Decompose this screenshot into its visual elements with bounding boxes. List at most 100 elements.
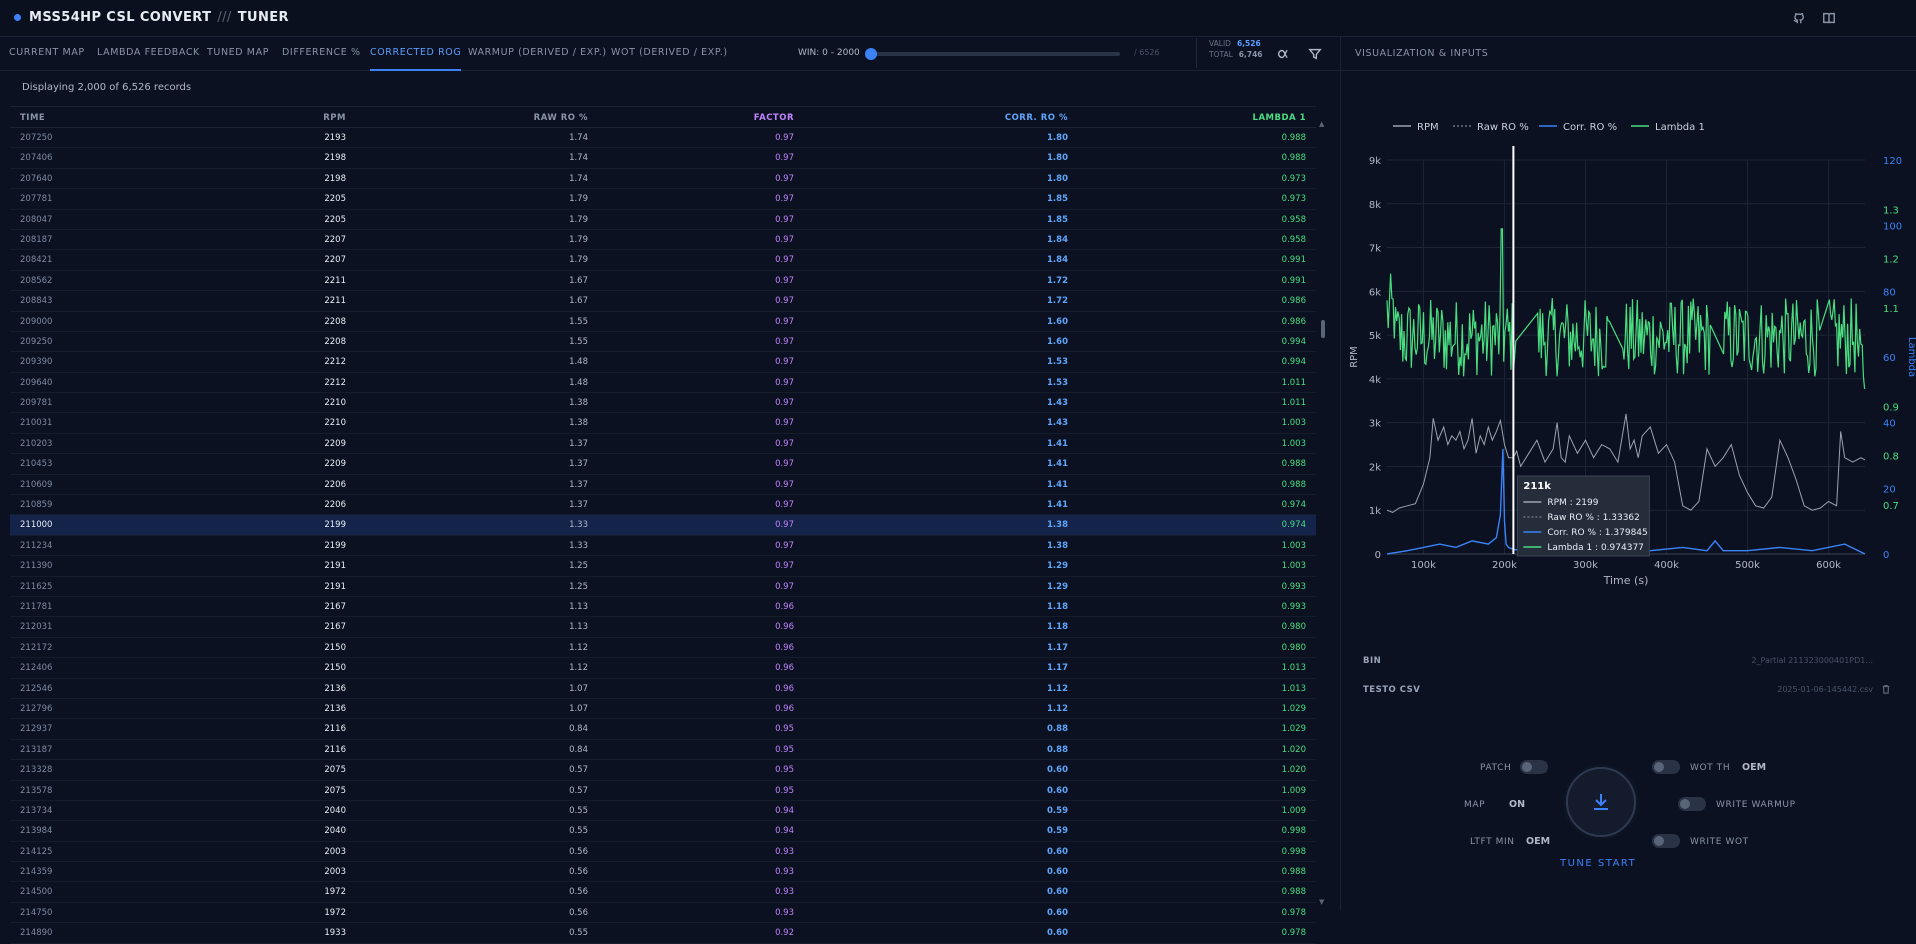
alpha-filter-icon[interactable] <box>1276 46 1290 60</box>
table-row[interactable]: 210453 2209 1.37 0.97 1.41 0.988 <box>10 454 1316 475</box>
table-row[interactable]: 207250 2193 1.74 0.97 1.80 0.988 <box>10 128 1316 149</box>
table-row[interactable]: 208421 2207 1.79 0.97 1.84 0.991 <box>10 250 1316 271</box>
cell-factor: 0.96 <box>775 642 794 653</box>
cell-factor: 0.94 <box>775 805 794 816</box>
table-row[interactable]: 212172 2150 1.12 0.96 1.17 0.980 <box>10 638 1316 659</box>
cell-raw-ro: 1.79 <box>569 194 588 205</box>
ltft-min-value[interactable]: OEM <box>1526 836 1551 847</box>
patch-toggle[interactable] <box>1520 760 1548 774</box>
table-row[interactable]: 214500 1972 0.56 0.93 0.60 0.988 <box>10 882 1316 903</box>
table-row[interactable]: 212546 2136 1.07 0.96 1.12 1.013 <box>10 679 1316 699</box>
table-row[interactable]: 209250 2208 1.55 0.97 1.60 0.994 <box>10 332 1316 353</box>
tune-start-label[interactable]: TUNE START <box>1560 858 1637 869</box>
series-rpm-line <box>1386 413 1866 513</box>
cell-rpm: 2040 <box>324 805 346 816</box>
table-row[interactable]: 209000 2208 1.55 0.97 1.60 0.986 <box>10 312 1316 332</box>
y-right-axis-label: Lambda <box>1906 337 1916 377</box>
scroll-down-icon[interactable]: ▼ <box>1319 898 1325 906</box>
scrollbar[interactable] <box>1320 128 1326 898</box>
tab-current-map[interactable]: CURRENT MAP <box>9 47 85 58</box>
table-row[interactable]: 208843 2211 1.67 0.97 1.72 0.986 <box>10 291 1316 312</box>
table-row[interactable]: 207640 2198 1.74 0.97 1.80 0.973 <box>10 169 1316 190</box>
header-corr-ro[interactable]: CORR. RO % <box>1004 113 1068 123</box>
wot-th-toggle[interactable] <box>1652 760 1680 774</box>
table-row[interactable]: 211625 2191 1.25 0.97 1.29 0.993 <box>10 577 1316 597</box>
scroll-up-icon[interactable]: ▲ <box>1319 120 1325 128</box>
github-icon[interactable] <box>1792 10 1806 29</box>
cell-time: 212796 <box>20 703 53 714</box>
table-row[interactable]: 207406 2198 1.74 0.97 1.80 0.988 <box>10 148 1316 169</box>
scrollbar-thumb[interactable] <box>1321 320 1325 338</box>
table-row[interactable]: 212406 2150 1.12 0.96 1.17 1.013 <box>10 658 1316 679</box>
visualization-panel: VISUALIZATION & INPUTS RPM Raw RO % Corr… <box>1340 36 1916 910</box>
write-wot-toggle[interactable] <box>1652 834 1680 848</box>
header-factor[interactable]: FACTOR <box>753 113 794 123</box>
table-row[interactable]: 213187 2116 0.84 0.95 0.88 1.020 <box>10 740 1316 761</box>
slider-thumb[interactable] <box>865 48 877 60</box>
table-row[interactable]: 213734 2040 0.55 0.94 0.59 1.009 <box>10 801 1316 822</box>
table-row[interactable]: 214125 2003 0.56 0.93 0.60 0.998 <box>10 842 1316 863</box>
cell-lambda: 1.013 <box>1281 683 1306 694</box>
cell-raw-ro: 1.74 <box>569 153 588 164</box>
y-left-tick-label: 2k <box>1369 462 1381 473</box>
table-row[interactable]: 211781 2167 1.13 0.96 1.18 0.993 <box>10 597 1316 618</box>
book-icon[interactable] <box>1822 10 1836 29</box>
table-row[interactable]: 214359 2003 0.56 0.93 0.60 0.988 <box>10 862 1316 883</box>
table-row[interactable]: 209640 2212 1.48 0.97 1.53 1.011 <box>10 373 1316 394</box>
tab-warmup[interactable]: WARMUP (DERIVED / EXP.) <box>468 47 607 58</box>
window-max: / 6526 <box>1134 48 1160 57</box>
table-row[interactable]: 210031 2210 1.38 0.97 1.43 1.003 <box>10 413 1316 434</box>
window-slider[interactable] <box>865 48 1120 60</box>
table-row[interactable]: 210859 2206 1.37 0.97 1.41 0.974 <box>10 495 1316 516</box>
tab-corrected-rog[interactable]: CORRECTED ROG <box>370 47 462 71</box>
map-value[interactable]: ON <box>1509 799 1526 810</box>
table-row[interactable]: 211390 2191 1.25 0.97 1.29 1.003 <box>10 556 1316 577</box>
table-row[interactable]: 213328 2075 0.57 0.95 0.60 1.020 <box>10 760 1316 781</box>
top-icons <box>1792 10 1836 29</box>
tab-wot[interactable]: WOT (DERIVED / EXP.) <box>611 47 728 58</box>
tab-lambda-feedback[interactable]: LAMBDA FEEDBACK <box>97 47 200 58</box>
table-row[interactable]: 212031 2167 1.13 0.96 1.18 0.980 <box>10 617 1316 638</box>
table-row[interactable]: 213578 2075 0.57 0.95 0.60 1.009 <box>10 781 1316 801</box>
table-row[interactable]: 212937 2116 0.84 0.95 0.88 1.029 <box>10 719 1316 740</box>
ltft-min-label: LTFT MIN <box>1470 837 1515 847</box>
line-chart[interactable]: RPM Raw RO % Corr. RO % Lambda 1 0 1k 2k 3k… <box>1341 76 1916 676</box>
table-row[interactable]: 208047 2205 1.79 0.97 1.85 0.958 <box>10 210 1316 230</box>
cell-factor: 0.97 <box>775 459 794 470</box>
table-row[interactable]: 213984 2040 0.55 0.94 0.59 0.998 <box>10 821 1316 842</box>
cell-factor: 0.93 <box>775 887 794 898</box>
tab-difference[interactable]: DIFFERENCE % <box>282 47 361 58</box>
write-warmup-toggle[interactable] <box>1678 797 1706 811</box>
table-row[interactable]: 208187 2207 1.79 0.97 1.84 0.958 <box>10 230 1316 251</box>
cell-corr-ro: 0.88 <box>1047 744 1068 755</box>
table-row[interactable]: 208562 2211 1.67 0.97 1.72 0.991 <box>10 271 1316 292</box>
table-row[interactable]: 214890 1933 0.55 0.92 0.60 0.978 <box>10 923 1316 944</box>
table-row[interactable]: 209781 2210 1.38 0.97 1.43 1.011 <box>10 393 1316 414</box>
header-raw-ro[interactable]: RAW RO % <box>533 113 588 123</box>
header-rpm[interactable]: RPM <box>323 113 346 123</box>
header-lambda[interactable]: LAMBDA 1 <box>1252 113 1306 123</box>
table-row[interactable]: 211234 2199 1.33 0.97 1.38 1.003 <box>10 536 1316 557</box>
filter-icon[interactable] <box>1308 46 1322 60</box>
table-row[interactable]: 210609 2206 1.37 0.97 1.41 0.988 <box>10 475 1316 496</box>
wot-th-value[interactable]: OEM <box>1742 762 1767 773</box>
table-row[interactable]: 211000 2199 1.33 0.97 1.38 0.974 <box>10 515 1316 536</box>
cell-factor: 0.97 <box>775 296 794 307</box>
tab-tuned-map[interactable]: TUNED MAP <box>207 47 270 58</box>
cell-raw-ro: 1.12 <box>569 663 588 674</box>
table-row[interactable]: 209390 2212 1.48 0.97 1.53 0.994 <box>10 352 1316 373</box>
cell-corr-ro: 1.12 <box>1047 703 1068 714</box>
tune-start-button[interactable] <box>1566 767 1636 837</box>
table-row[interactable]: 212796 2136 1.07 0.96 1.12 1.029 <box>10 699 1316 720</box>
trash-icon[interactable] <box>1881 684 1891 697</box>
table-row[interactable]: 207781 2205 1.79 0.97 1.85 0.973 <box>10 189 1316 210</box>
header-time[interactable]: TIME <box>20 113 46 123</box>
cell-corr-ro: 1.41 <box>1047 500 1068 511</box>
csv-file-name[interactable]: 2025-01-06-145442.csv <box>1777 685 1873 694</box>
table-row[interactable]: 210203 2209 1.37 0.97 1.41 1.003 <box>10 434 1316 455</box>
cell-time: 209000 <box>20 316 53 327</box>
cell-raw-ro: 1.33 <box>569 540 588 551</box>
table-row[interactable]: 214750 1972 0.56 0.93 0.60 0.978 <box>10 903 1316 924</box>
cell-time: 212406 <box>20 663 53 674</box>
bin-file-name[interactable]: 2_Partial 211323000401PD1... <box>1751 656 1873 665</box>
